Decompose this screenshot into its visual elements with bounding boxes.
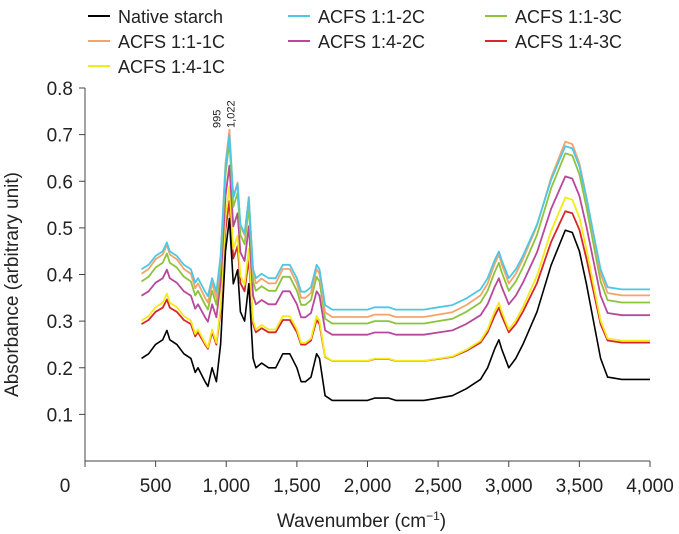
series-lines — [140, 128, 650, 402]
x-tick-label: 1,500 — [273, 476, 321, 497]
series-line — [141, 140, 650, 325]
series-line — [141, 134, 650, 311]
peak-annotation: 1,022 — [225, 100, 237, 128]
y-tick-label: 0.1 — [47, 405, 73, 426]
y-tick-label: 0.3 — [47, 312, 73, 333]
y-tick-label: 0.7 — [47, 126, 73, 147]
annotations: 995 1,022 — [212, 100, 238, 128]
x-tick-label: 500 — [140, 476, 172, 497]
x-tick-label: 3,500 — [556, 476, 604, 497]
legend-label: Native starch — [118, 7, 223, 27]
series-line — [141, 164, 650, 336]
x-tick-label: 3,000 — [485, 476, 533, 497]
legend-label: ACFS 1:1-3C — [515, 7, 622, 27]
x-tick-label: 0 — [60, 476, 71, 497]
x-axis-title-end: ) — [440, 511, 446, 532]
legend-label: ACFS 1:4-2C — [318, 32, 425, 52]
x-tick-label: 1,000 — [202, 476, 250, 497]
series-line — [141, 185, 650, 362]
series-line — [141, 217, 650, 402]
x-tick-label: 2,500 — [414, 476, 462, 497]
x-tick-label: 4,000 — [626, 476, 674, 497]
legend-label: ACFS 1:4-3C — [515, 32, 622, 52]
series-line — [140, 128, 650, 318]
y-tick-label: 0.8 — [47, 79, 73, 100]
x-tick-label: 2,000 — [344, 476, 392, 497]
y-ticks: 0.1 0.2 0.3 0.4 0.5 0.6 0.7 0.8 — [47, 79, 85, 426]
x-axis-title: Wavenumber (cm−1) — [277, 509, 446, 532]
y-tick-label: 0.6 — [47, 172, 73, 193]
legend-label: ACFS 1:4-1C — [118, 57, 225, 77]
peak-annotation: 995 — [212, 110, 224, 128]
y-tick-label: 0.2 — [47, 359, 73, 380]
x-ticks: 0 500 1,000 1,500 2,000 2,500 3,000 3,500 4,000 — [60, 461, 674, 497]
y-tick-label: 0.5 — [47, 219, 73, 240]
legend-label: ACFS 1:1-2C — [318, 7, 425, 27]
legend-label: ACFS 1:1-1C — [118, 32, 225, 52]
legend: Native starch ACFS 1:1-1C ACFS 1:4-1C ACFS … — [88, 7, 622, 77]
y-tick-label: 0.4 — [47, 266, 74, 287]
y-axis-title: Absorbance (arbitrary unit) — [2, 172, 23, 397]
x-axis-title-main: Wavenumber (cm — [277, 511, 426, 532]
x-axis-title-sup: −1 — [426, 509, 440, 523]
